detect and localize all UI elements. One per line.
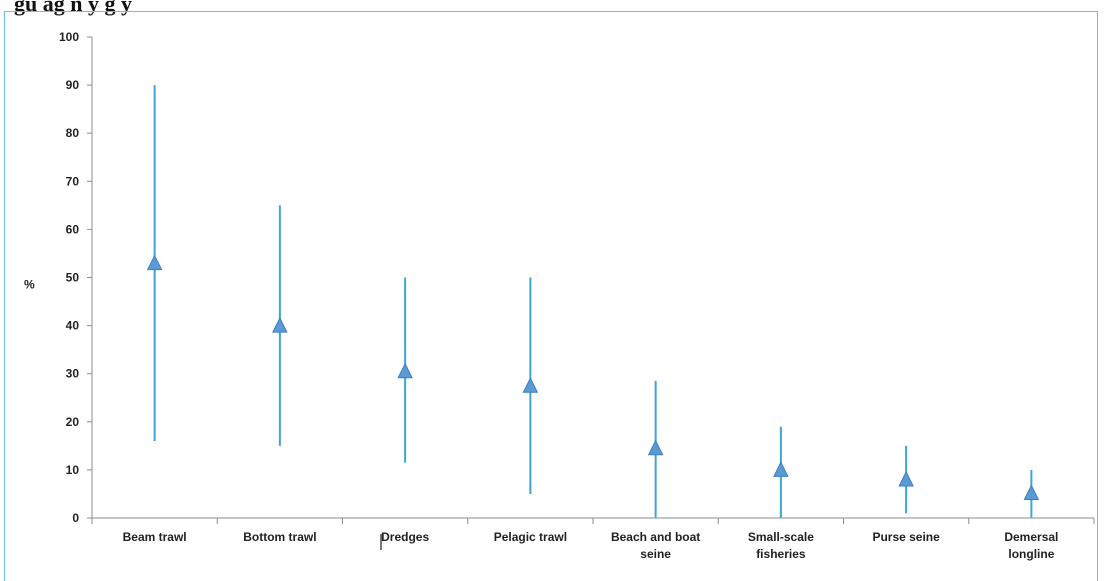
x-category-label: Demersal (1004, 530, 1058, 544)
mean-marker (397, 362, 413, 379)
y-tick-label: 60 (66, 222, 80, 236)
y-tick-label: 30 (66, 367, 80, 381)
x-category-label: Pelagic trawl (494, 530, 567, 544)
y-tick-label: 100 (59, 30, 79, 44)
y-tick-label: 20 (66, 415, 80, 429)
y-tick-label: 10 (66, 463, 80, 477)
x-category-label: Dredges (381, 530, 429, 544)
mean-marker (272, 316, 288, 333)
x-category-label: fisheries (756, 547, 806, 561)
x-category-label: Small-scale (748, 530, 814, 544)
x-category-label: seine (640, 547, 671, 561)
mean-marker (773, 461, 789, 477)
mean-marker (522, 377, 539, 393)
figure-title-fragment: gu ag n y g y (14, 0, 132, 16)
x-category-label: Purse seine (872, 530, 940, 544)
y-tick-label: 0 (72, 511, 79, 525)
mean-marker (898, 470, 914, 487)
y-axis-label: % (24, 278, 35, 292)
x-category-label: Beach and boat (611, 530, 700, 544)
x-category-label: Bottom trawl (243, 530, 316, 544)
x-category-label: Beam trawl (123, 530, 187, 544)
y-tick-label: 90 (66, 78, 80, 92)
y-tick-label: 70 (66, 174, 80, 188)
x-category-label: longline (1008, 547, 1054, 561)
mean-marker (647, 439, 664, 456)
y-tick-label: 50 (66, 271, 80, 285)
y-tick-label: 40 (66, 319, 80, 333)
y-tick-label: 80 (66, 126, 80, 140)
mean-marker (1023, 484, 1040, 500)
mean-marker (146, 254, 163, 271)
chart-frame (4, 11, 1098, 581)
